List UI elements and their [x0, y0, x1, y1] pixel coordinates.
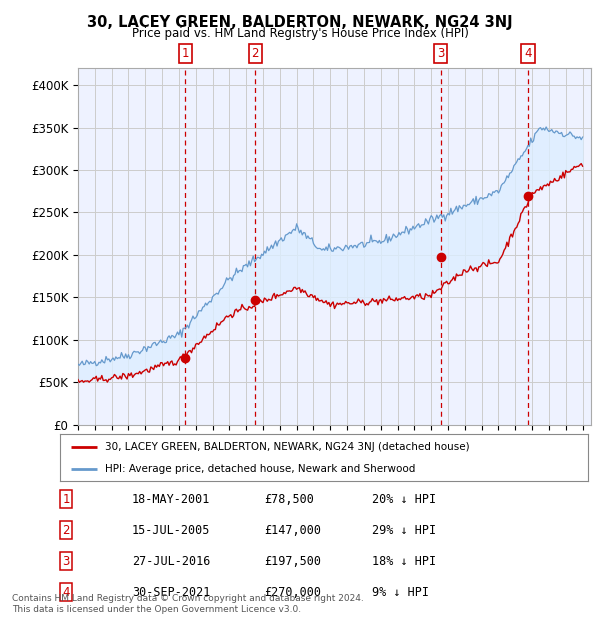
- Text: Price paid vs. HM Land Registry's House Price Index (HPI): Price paid vs. HM Land Registry's House …: [131, 27, 469, 40]
- Text: 1: 1: [62, 493, 70, 505]
- Text: £78,500: £78,500: [264, 493, 314, 505]
- Text: 2: 2: [62, 524, 70, 536]
- Text: 30-SEP-2021: 30-SEP-2021: [132, 586, 211, 598]
- Text: £197,500: £197,500: [264, 555, 321, 567]
- Text: 29% ↓ HPI: 29% ↓ HPI: [372, 524, 436, 536]
- Text: HPI: Average price, detached house, Newark and Sherwood: HPI: Average price, detached house, Newa…: [105, 464, 415, 474]
- Text: 3: 3: [62, 555, 70, 567]
- Text: 3: 3: [437, 48, 445, 60]
- Text: 27-JUL-2016: 27-JUL-2016: [132, 555, 211, 567]
- Text: 9% ↓ HPI: 9% ↓ HPI: [372, 586, 429, 598]
- Text: 18-MAY-2001: 18-MAY-2001: [132, 493, 211, 505]
- Text: £270,000: £270,000: [264, 586, 321, 598]
- Text: 20% ↓ HPI: 20% ↓ HPI: [372, 493, 436, 505]
- Text: £147,000: £147,000: [264, 524, 321, 536]
- Text: 4: 4: [62, 586, 70, 598]
- Text: Contains HM Land Registry data © Crown copyright and database right 2024.
This d: Contains HM Land Registry data © Crown c…: [12, 595, 364, 614]
- Text: 18% ↓ HPI: 18% ↓ HPI: [372, 555, 436, 567]
- Text: 15-JUL-2005: 15-JUL-2005: [132, 524, 211, 536]
- Text: 30, LACEY GREEN, BALDERTON, NEWARK, NG24 3NJ (detached house): 30, LACEY GREEN, BALDERTON, NEWARK, NG24…: [105, 442, 470, 452]
- Text: 1: 1: [182, 48, 189, 60]
- Text: 2: 2: [251, 48, 259, 60]
- Text: 4: 4: [524, 48, 532, 60]
- Text: 30, LACEY GREEN, BALDERTON, NEWARK, NG24 3NJ: 30, LACEY GREEN, BALDERTON, NEWARK, NG24…: [87, 16, 513, 30]
